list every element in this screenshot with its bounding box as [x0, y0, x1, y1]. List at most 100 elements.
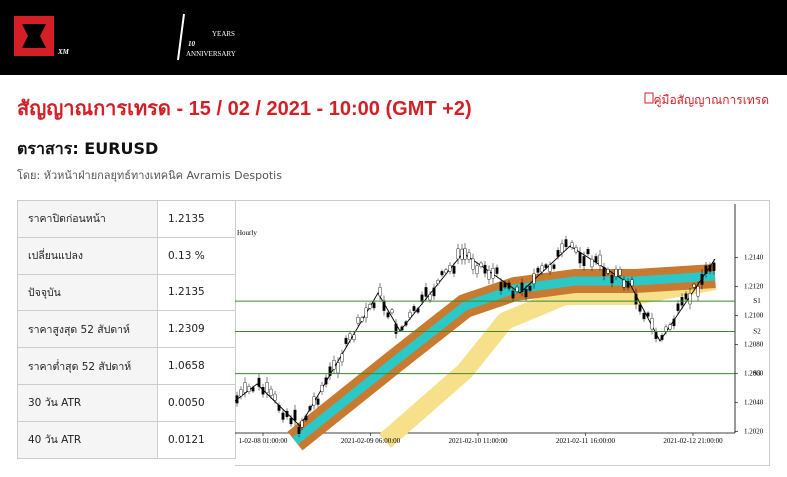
- candle: [424, 287, 428, 297]
- candle: [564, 239, 568, 248]
- candle: [281, 412, 285, 420]
- y-tick-label: 1.2140: [744, 254, 764, 262]
- candle: [548, 264, 552, 272]
- candle: [420, 294, 424, 302]
- support-label: S3: [753, 370, 761, 378]
- pdf-icon: [644, 92, 653, 104]
- candle: [499, 282, 503, 291]
- candle: [364, 307, 368, 319]
- candle: [684, 293, 688, 300]
- candle: [479, 262, 483, 267]
- candle: [304, 415, 308, 421]
- candle: [487, 269, 491, 280]
- candle: [247, 386, 251, 392]
- label-cell: ราคาสูงสุด 52 สัปดาห์: [17, 310, 158, 349]
- candle: [460, 248, 464, 260]
- candle: [340, 353, 344, 363]
- candle: [660, 335, 664, 340]
- candle: [261, 387, 265, 395]
- candle: [491, 268, 495, 279]
- candle: [444, 269, 448, 274]
- candle: [273, 393, 277, 401]
- x-tick-label: 1-02-08 01:00:00: [239, 437, 288, 445]
- table-row: เปลี่ยนแปลง 0.13 %: [17, 236, 236, 275]
- candle: [650, 318, 654, 330]
- badge-top: YEARS: [212, 30, 235, 38]
- header: XM 10 YEARS ANNIVERSARY: [0, 0, 787, 75]
- candle: [400, 326, 404, 331]
- y-tick-label: 1.2100: [744, 312, 764, 320]
- candle: [308, 406, 312, 411]
- candle: [630, 279, 634, 286]
- candle: [378, 287, 382, 297]
- candle: [708, 265, 712, 272]
- y-tick-label: 1.2040: [744, 399, 764, 407]
- candle: [467, 252, 471, 260]
- candle: [503, 282, 507, 288]
- candle: [475, 265, 479, 274]
- timeframe: Hourly: [237, 229, 257, 237]
- x-tick-label: 2021-02-12 21:00:00: [663, 437, 723, 445]
- candle: [297, 426, 301, 434]
- candle: [672, 318, 676, 327]
- title: สัญญาณการเทรด - 15 / 02 / 2021 - 10:00 (…: [17, 98, 472, 120]
- label-cell: 40 วัน ATR: [17, 420, 158, 459]
- badge-number: 10: [188, 40, 196, 48]
- candle: [348, 333, 352, 341]
- candle: [356, 317, 360, 324]
- value-cell: 1.2309: [157, 310, 236, 349]
- candle: [520, 282, 524, 293]
- candle: [336, 362, 340, 374]
- candle: [646, 312, 650, 317]
- candle: [634, 293, 638, 305]
- candle: [382, 300, 386, 311]
- candle: [428, 294, 432, 301]
- candle: [704, 265, 708, 274]
- y-tick-label: 1.2060: [744, 370, 764, 378]
- candle: [408, 311, 412, 318]
- candle: [495, 267, 499, 274]
- candle: [638, 304, 642, 312]
- logo[interactable]: XM 10 YEARS ANNIVERSARY: [0, 0, 260, 75]
- candle: [432, 287, 436, 297]
- value-cell: 1.2135: [157, 200, 236, 238]
- table-row: ราคาสูงสุด 52 สัปดาห์ 1.2309: [17, 310, 236, 349]
- table-row: ราคาปิดก่อนหน้า 1.2135: [17, 200, 236, 238]
- x-tick-label: 2021-02-11 16:00:00: [556, 437, 616, 445]
- candle: [606, 269, 610, 274]
- candle: [528, 285, 532, 291]
- candle: [626, 281, 630, 288]
- candle: [368, 304, 372, 309]
- value-cell: 1.0658: [157, 347, 236, 385]
- candle: [610, 274, 614, 284]
- candle: [243, 382, 247, 393]
- candle: [265, 382, 269, 393]
- candle: [456, 248, 460, 260]
- label-cell: ราคาปิดก่อนหน้า: [17, 200, 158, 238]
- value-cell: 0.0050: [157, 383, 236, 422]
- candle: [289, 417, 293, 425]
- label-cell: ปัจจุบัน: [17, 273, 158, 312]
- candle: [594, 256, 598, 263]
- table-row: 30 วัน ATR 0.0050: [17, 383, 236, 422]
- candle: [394, 323, 398, 334]
- candle: [448, 265, 452, 272]
- candle: [239, 389, 243, 397]
- guide-link[interactable]: คู่มือสัญญาณการเทรด: [644, 91, 770, 110]
- candle: [412, 306, 416, 311]
- support-label: S1: [753, 297, 761, 305]
- candle: [598, 254, 602, 266]
- candle: [372, 302, 376, 309]
- x-tick-label: 2021-02-09 06:00:00: [341, 437, 401, 445]
- y-tick-label: 1.2020: [744, 428, 764, 436]
- candle: [352, 334, 356, 341]
- guide-link-text[interactable]: คู่มือสัญญาณการเทรด: [653, 93, 770, 107]
- label-cell: ราคาต่ำสุด 52 สัปดาห์: [17, 347, 158, 385]
- candle: [285, 410, 289, 417]
- candle: [416, 308, 420, 313]
- label-cell: 30 วัน ATR: [17, 383, 158, 422]
- candle: [552, 264, 556, 269]
- candle: [654, 331, 658, 339]
- candle: [312, 396, 316, 406]
- candle: [316, 398, 320, 405]
